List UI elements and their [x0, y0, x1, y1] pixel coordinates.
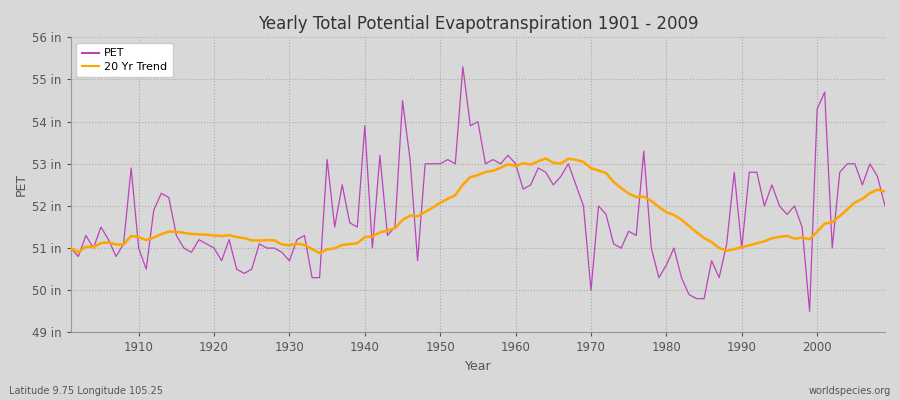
X-axis label: Year: Year: [464, 360, 491, 373]
Text: Latitude 9.75 Longitude 105.25: Latitude 9.75 Longitude 105.25: [9, 386, 163, 396]
Y-axis label: PET: PET: [15, 173, 28, 196]
Legend: PET, 20 Yr Trend: PET, 20 Yr Trend: [76, 43, 173, 77]
Text: worldspecies.org: worldspecies.org: [809, 386, 891, 396]
Title: Yearly Total Potential Evapotranspiration 1901 - 2009: Yearly Total Potential Evapotranspiratio…: [257, 15, 698, 33]
